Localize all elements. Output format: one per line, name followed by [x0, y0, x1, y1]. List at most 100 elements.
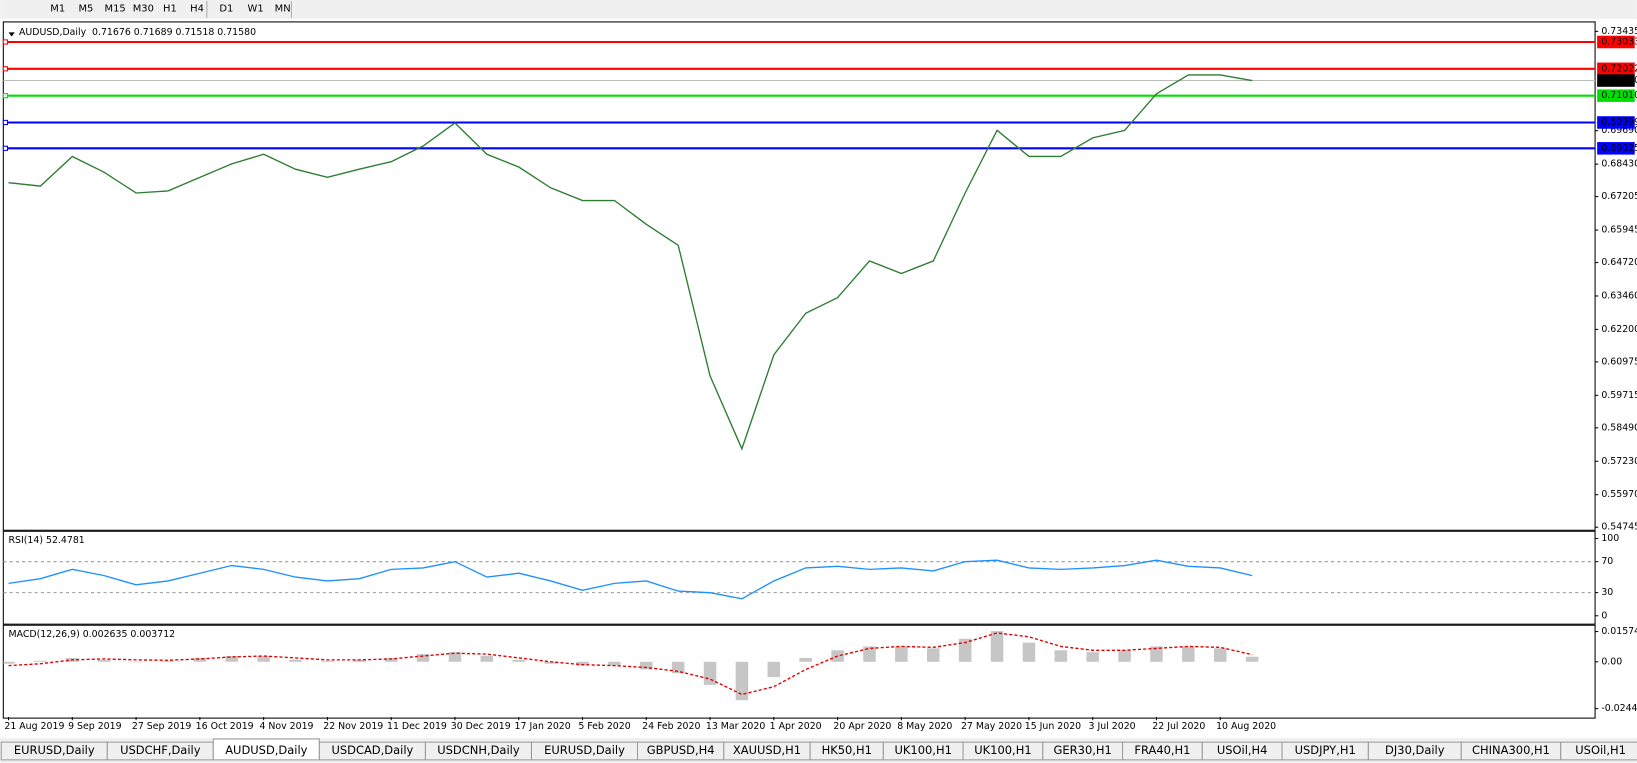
timeframe-button[interactable]: H4 [190, 1, 208, 18]
level-label: 0.72022 [1601, 63, 1637, 74]
collapse-arrow[interactable] [8, 32, 15, 37]
timeframe-button[interactable]: W1 [248, 3, 264, 14]
macd-bar [895, 646, 908, 662]
timeframe-label: H4 [190, 3, 204, 14]
chart-tab[interactable]: GBPUSD,H4 [636, 741, 725, 761]
x-tick-label: 27 May 2020 [961, 721, 1022, 732]
chart-tab[interactable]: USDJPY,H1 [1281, 741, 1369, 761]
y-tick-label: 0.62200 [1601, 324, 1637, 335]
macd-bar [863, 646, 876, 662]
chart-tab[interactable]: FRA40,H1 [1122, 741, 1203, 761]
level-handle [2, 145, 9, 151]
timeframe-button[interactable]: M15 [105, 3, 126, 14]
tab-label: USDCNH,Daily [437, 743, 520, 757]
y-tick-label: 0.57230 [1601, 456, 1637, 467]
macd-bar [767, 661, 781, 678]
y-tick-label: 0.65945 [1601, 225, 1637, 236]
macd-bar [193, 657, 207, 662]
macd-bar [384, 657, 398, 662]
tab-label: USDCAD,Daily [331, 743, 413, 757]
macd-bar [225, 656, 239, 662]
chart-tab[interactable]: DJ30,Daily [1367, 741, 1462, 761]
timeframe-button[interactable]: MN [275, 1, 292, 18]
timeframe-button[interactable]: M5 [78, 3, 93, 14]
tab-label: USOil,H1 [1575, 743, 1626, 757]
chart-tab[interactable]: USDCNH,Daily [424, 741, 532, 761]
quote: 0.71676 0.71689 0.71518 0.71580 [92, 27, 256, 38]
chart-tab[interactable]: HK50,H1 [809, 741, 884, 761]
timeframe-label: D1 [219, 3, 233, 14]
chart-tab[interactable]: USOil,H1 [1560, 741, 1637, 761]
chart-tab[interactable]: USDCAD,Daily [318, 741, 426, 761]
chart-tab[interactable]: UK100,H1 [882, 741, 964, 761]
macd-bar [129, 661, 143, 663]
x-tick-label: 20 Apr 2020 [833, 721, 891, 732]
x-tick-label: 22 Jul 2020 [1152, 721, 1205, 732]
y-tick-label: -0.02441 [1601, 703, 1637, 714]
x-tick-label: 22 Nov 2019 [323, 721, 383, 732]
chart-tab[interactable]: EURUSD,Daily [0, 741, 108, 761]
chart-tab[interactable]: GER30,H1 [1042, 741, 1124, 761]
chart-tab[interactable]: EURUSD,Daily [530, 741, 639, 761]
y-tick-label: 0.68430 [1601, 159, 1637, 170]
tab-label: USDJPY,H1 [1295, 743, 1356, 757]
symbol: AUDUSD,Daily [19, 27, 87, 38]
y-tick-label: 0.69690 [1601, 125, 1637, 136]
macd-bar [97, 659, 111, 662]
macd-bar [34, 660, 47, 662]
main-panel [2, 21, 1596, 531]
macd-bar [544, 661, 557, 664]
level-handle [2, 39, 9, 45]
rsi-title: RSI(14) 52.4781 [9, 535, 85, 546]
tab-label: UK100,H1 [974, 743, 1031, 757]
x-tick-label: 21 Aug 2019 [4, 721, 64, 732]
tab-label: CHINA300,H1 [1472, 743, 1550, 757]
timeframe-button[interactable]: M30 [133, 3, 154, 14]
timeframe-button[interactable]: M1 [50, 3, 65, 14]
y-tick-label: 100 [1601, 533, 1619, 544]
macd-bar [703, 661, 717, 685]
timeframe-button[interactable]: H1 [163, 3, 177, 14]
chart-tab[interactable]: CHINA300,H1 [1460, 741, 1562, 761]
y-tick-label: 0.58490 [1601, 422, 1637, 433]
timeframe-label: M30 [133, 3, 154, 14]
chart-tab[interactable]: USOil,H4 [1201, 741, 1283, 761]
tab-label: HK50,H1 [822, 743, 872, 757]
macd-bar [640, 661, 653, 670]
macd-bar [608, 661, 621, 666]
macd-bar [321, 660, 334, 662]
level-label-box [1597, 35, 1635, 49]
macd-bar [512, 659, 525, 662]
chart-tab[interactable]: AUDUSD,Daily [212, 738, 320, 761]
tab-label: XAUUSD,H1 [733, 743, 801, 757]
chart-tab[interactable]: USDCHF,Daily [106, 741, 214, 761]
macd-bar [1150, 646, 1163, 662]
macd-bar [416, 654, 430, 662]
macd-bar [990, 631, 1004, 662]
y-tick-label: 0 [1601, 610, 1607, 621]
level-label: 0.69025 [1601, 143, 1637, 154]
y-tick-label: 0.60975 [1601, 356, 1637, 367]
macd-bar [799, 657, 812, 662]
level-handle [2, 119, 9, 126]
timeframe-button[interactable]: D1 [219, 3, 233, 14]
chart-tab[interactable]: XAUUSD,H1 [723, 741, 811, 761]
tab-label: USDCHF,Daily [120, 743, 201, 757]
timeframe-label: MN [275, 3, 291, 14]
tab-label: UK100,H1 [895, 743, 952, 757]
macd-bar [927, 648, 940, 662]
x-tick-label: 17 Jan 2020 [515, 721, 571, 732]
y-tick-label: 30 [1601, 587, 1613, 598]
level-label-box [1597, 116, 1635, 129]
x-tick-label: 9 Sep 2019 [68, 721, 121, 732]
tab-label: EURUSD,Daily [14, 743, 95, 757]
macd-bar [1213, 648, 1227, 662]
level-label: 0.71010 [1601, 90, 1637, 101]
level-label-box [1597, 89, 1635, 102]
chart-tab[interactable]: UK100,H1 [962, 741, 1044, 761]
x-tick-label: 10 Aug 2020 [1216, 721, 1276, 732]
tab-label: EURUSD,Daily [544, 743, 625, 757]
x-tick-label: 15 Jun 2020 [1025, 721, 1081, 732]
series-line [8, 559, 1253, 600]
